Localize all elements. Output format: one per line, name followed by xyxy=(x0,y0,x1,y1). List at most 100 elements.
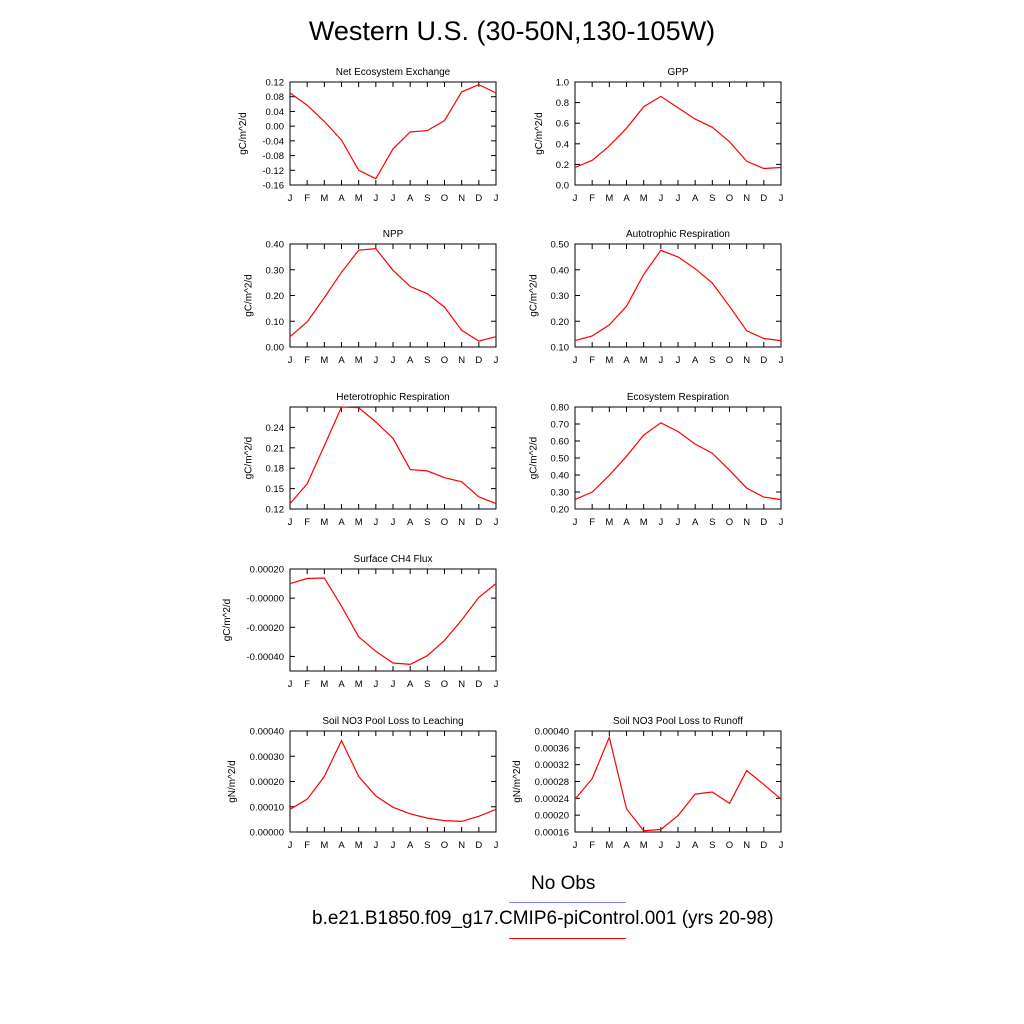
x-tick-label: J xyxy=(573,840,578,851)
x-tick-label: M xyxy=(355,193,363,204)
series-line xyxy=(289,83,497,180)
x-tick-label: S xyxy=(709,840,715,851)
x-tick-label: S xyxy=(424,355,430,366)
x-tick-label: S xyxy=(709,193,715,204)
y-tick-label: 0.00020 xyxy=(535,811,569,822)
y-tick-label: 0.21 xyxy=(266,443,285,454)
y-tick-label: 0.6 xyxy=(556,119,569,130)
x-tick-label: J xyxy=(573,517,578,528)
x-tick-label: M xyxy=(640,193,648,204)
x-tick-label: N xyxy=(458,355,465,366)
x-tick-label: N xyxy=(458,679,465,690)
x-tick-label: J xyxy=(573,355,578,366)
series-line xyxy=(574,735,782,832)
panel-title: Soil NO3 Pool Loss to Leaching xyxy=(322,716,463,727)
y-tick-label: 0.30 xyxy=(266,265,285,276)
y-tick-label: 0.08 xyxy=(266,92,285,103)
x-tick-label: F xyxy=(304,840,310,851)
plot-frame xyxy=(289,243,497,348)
x-tick-label: F xyxy=(304,679,310,690)
panel-title: GPP xyxy=(667,67,688,78)
x-tick-label: M xyxy=(320,355,328,366)
x-tick-label: J xyxy=(373,679,378,690)
x-tick-label: J xyxy=(494,840,499,851)
panel-title: Autotrophic Respiration xyxy=(626,229,730,240)
x-tick-label: N xyxy=(743,193,750,204)
page-title: Western U.S. (30-50N,130-105W) xyxy=(308,16,716,46)
y-tick-label: 0.00040 xyxy=(250,727,284,738)
y-tick-label: 0.00 xyxy=(266,122,285,133)
x-tick-label: D xyxy=(760,193,767,204)
y-tick-label: 0.40 xyxy=(551,471,570,482)
x-tick-label: J xyxy=(288,193,293,204)
x-tick-label: M xyxy=(355,679,363,690)
x-tick-label: N xyxy=(458,840,465,851)
x-tick-label: J xyxy=(391,193,396,204)
y-tick-label: -0.00000 xyxy=(246,594,284,605)
x-tick-label: J xyxy=(391,840,396,851)
x-tick-label: N xyxy=(743,355,750,366)
panel-title: Net Ecosystem Exchange xyxy=(336,67,451,78)
x-tick-label: O xyxy=(441,679,448,690)
y-tick-label: 0.00032 xyxy=(535,760,569,771)
x-tick-label: D xyxy=(760,840,767,851)
x-tick-label: J xyxy=(288,355,293,366)
x-tick-label: J xyxy=(391,355,396,366)
y-axis-label: gC/m^2/d xyxy=(534,112,545,155)
y-tick-label: -0.12 xyxy=(262,166,284,177)
series-line xyxy=(574,422,782,501)
y-tick-label: 0.40 xyxy=(266,240,285,251)
plot-frame xyxy=(289,568,497,672)
x-tick-label: D xyxy=(760,517,767,528)
x-tick-label: F xyxy=(589,840,595,851)
panel-title: Surface CH4 Flux xyxy=(354,554,433,565)
y-tick-label: 0.0 xyxy=(556,181,569,192)
x-tick-label: F xyxy=(589,355,595,366)
y-tick-label: 0.04 xyxy=(266,107,285,118)
series-line xyxy=(289,406,497,505)
plot-frame xyxy=(574,243,782,348)
x-tick-label: M xyxy=(355,840,363,851)
x-tick-label: J xyxy=(676,193,681,204)
x-tick-label: S xyxy=(424,840,430,851)
x-tick-label: D xyxy=(760,355,767,366)
x-tick-label: J xyxy=(494,679,499,690)
panel-title: NPP xyxy=(383,229,404,240)
x-tick-label: J xyxy=(658,517,663,528)
y-tick-label: 0.10 xyxy=(266,317,285,328)
x-tick-label: O xyxy=(726,193,733,204)
y-tick-label: 0.24 xyxy=(266,423,285,434)
x-tick-label: A xyxy=(338,355,345,366)
y-axis-label: gC/m^2/d xyxy=(528,274,539,317)
x-tick-label: N xyxy=(458,193,465,204)
panel-title: Ecosystem Respiration xyxy=(627,392,729,403)
x-tick-label: M xyxy=(605,355,613,366)
x-tick-label: S xyxy=(709,355,715,366)
x-tick-label: J xyxy=(658,840,663,851)
x-tick-label: N xyxy=(458,517,465,528)
x-tick-label: J xyxy=(573,193,578,204)
y-tick-label: -0.04 xyxy=(262,136,284,147)
legend-obs-line xyxy=(509,902,626,903)
x-tick-label: A xyxy=(623,355,630,366)
y-tick-label: -0.08 xyxy=(262,151,284,162)
x-tick-label: J xyxy=(779,517,784,528)
x-tick-label: A xyxy=(623,193,630,204)
series-line xyxy=(289,577,497,666)
x-tick-label: F xyxy=(304,193,310,204)
x-tick-label: D xyxy=(475,517,482,528)
x-tick-label: A xyxy=(338,193,345,204)
x-tick-label: O xyxy=(441,517,448,528)
y-axis-label: gC/m^2/d xyxy=(222,599,233,642)
x-tick-label: O xyxy=(441,355,448,366)
y-tick-label: 0.80 xyxy=(551,403,570,414)
y-tick-label: -0.00020 xyxy=(246,623,284,634)
x-tick-label: N xyxy=(743,840,750,851)
y-axis-label: gN/m^2/d xyxy=(512,760,523,803)
y-axis-label: gC/m^2/d xyxy=(243,274,254,317)
x-tick-label: A xyxy=(692,517,699,528)
x-tick-label: O xyxy=(726,517,733,528)
